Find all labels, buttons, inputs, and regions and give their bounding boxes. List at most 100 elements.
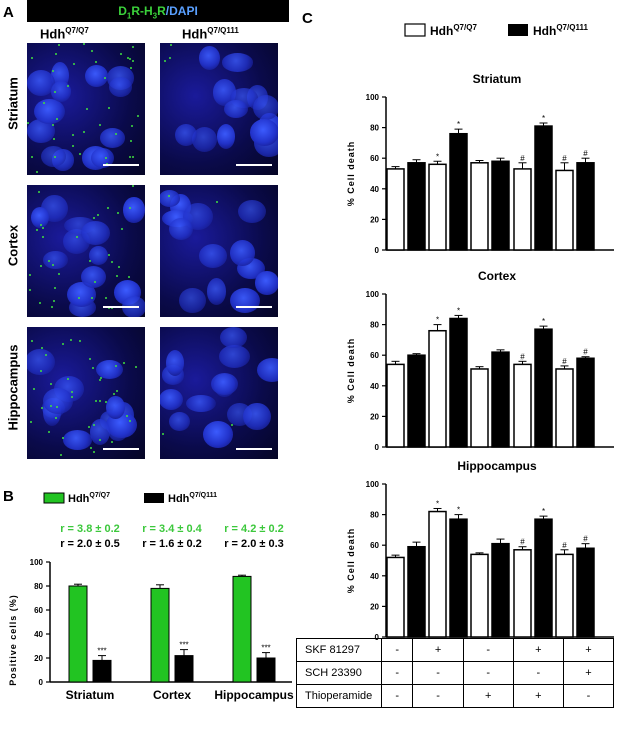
- panel-a-letter: A: [3, 4, 14, 21]
- treatment-cell: -: [412, 661, 464, 685]
- chart-b-significance: ***: [179, 641, 188, 650]
- chart-c-bar: [449, 317, 468, 448]
- chart-b-significance: ***: [261, 644, 270, 653]
- chart-c-bar: [386, 556, 405, 638]
- chart-c-bar: [534, 328, 553, 448]
- chart-b-ytick-label: 60: [34, 606, 43, 615]
- chart-c-bar: [428, 329, 447, 448]
- legend-label-c-q7: HdhQ7/Q7: [430, 23, 477, 38]
- chart-c-ytick-label: 100: [366, 93, 380, 102]
- chart-c-bar: [513, 168, 532, 251]
- chart-c-bar: [534, 518, 553, 638]
- chart-c-significance: *: [457, 506, 460, 515]
- chart-c-significance: *: [542, 114, 545, 123]
- chart-c-significance: *: [457, 120, 460, 129]
- chart-c-significance: #: [520, 352, 525, 361]
- chart-c-bar: [555, 169, 574, 251]
- chart-c-bar: [449, 518, 468, 638]
- row-label-cortex: Cortex: [5, 224, 21, 267]
- column-header-q111: HdhQ7/Q111: [182, 26, 239, 42]
- panel-c-letter: C: [302, 10, 313, 27]
- chart-c-bar: [491, 351, 510, 448]
- treatment-cell: -: [562, 684, 615, 708]
- treatment-cell: -: [380, 684, 414, 708]
- chart-b-bar: [232, 575, 252, 683]
- treatment-row: SCH 23390- - - - +: [296, 661, 615, 685]
- chart-b-r-value: r = 1.6 ± 0.2: [142, 538, 202, 550]
- chart-c-ytick-label: 60: [370, 154, 379, 163]
- chart-c-bar: [576, 547, 595, 638]
- chart-c-ytick-label: 40: [370, 382, 379, 391]
- micrograph-hippocampus-q7: [27, 327, 145, 459]
- chart-c-bar: [428, 510, 447, 638]
- chart-c-ylabel: % Cell death: [346, 528, 356, 594]
- chart-c-ytick-label: 0: [375, 246, 380, 255]
- chart-c-ytick-label: 0: [375, 633, 380, 640]
- legend-swatch-q111: [144, 493, 164, 503]
- chart-c-bar: [555, 553, 574, 638]
- treatment-cell: -: [512, 661, 564, 685]
- chart-b-ytick-label: 0: [39, 678, 44, 687]
- treatment-cell: -: [412, 684, 464, 708]
- chart-c-significance: #: [520, 154, 525, 163]
- treatment-cell: +: [412, 638, 464, 662]
- chart-c-ytick-label: 20: [370, 602, 379, 611]
- chart-b-category-label: Cortex: [153, 688, 191, 702]
- chart-c-bar: [576, 357, 595, 448]
- chart-b-ytick-label: 100: [30, 558, 44, 567]
- stain-title: D1R-H3R/DAPI: [27, 0, 289, 22]
- row-label-striatum: Striatum: [5, 77, 21, 130]
- legend-label-q111: HdhQ7/Q111: [168, 492, 217, 505]
- chart-c-bar: [491, 160, 510, 251]
- chart-c-bar: [386, 363, 405, 448]
- chart-b-r-value: r = 2.0 ± 0.5: [60, 538, 120, 550]
- chart-b-bar: [174, 655, 194, 683]
- chart-c-significance: *: [457, 306, 460, 315]
- chart-c-subplot-title: Cortex: [478, 269, 516, 283]
- chart-b-ylabel: Positive cells (%): [8, 594, 18, 686]
- row-label-hippocampus: Hippocampus: [5, 344, 21, 431]
- chart-c-bar: [407, 354, 426, 448]
- chart-c-ytick-label: 20: [370, 215, 379, 224]
- chart-c-bar: [449, 132, 468, 251]
- micrograph-cortex-q7: [27, 185, 145, 317]
- chart-b-r-value: r = 3.4 ± 0.4: [142, 523, 202, 535]
- treatment-cell: +: [562, 661, 615, 685]
- panel-b-letter: B: [3, 488, 14, 505]
- chart-c-bar: [428, 163, 447, 251]
- treatment-row: Thioperamide - - + + -: [296, 684, 615, 708]
- micrograph-hippocampus-q111: [160, 327, 278, 459]
- treatment-name: SKF 81297: [296, 638, 382, 662]
- treatment-cell: +: [462, 684, 514, 708]
- chart-c-significance: #: [520, 538, 525, 547]
- chart-c-bar: [386, 168, 405, 251]
- chart-c-bar: [407, 545, 426, 638]
- legend-label-c-q111: HdhQ7/Q111: [533, 23, 588, 38]
- chart-c-ytick-label: 40: [370, 185, 379, 194]
- chart-b-r-value: r = 3.8 ± 0.2: [60, 523, 120, 535]
- chart-b-category-label: Hippocampus: [214, 688, 294, 702]
- chart-c-significance: *: [542, 507, 545, 516]
- chart-b-bar: [256, 657, 276, 683]
- legend-swatch-c-q111: [508, 24, 528, 36]
- micrograph-cortex-q111: [160, 185, 278, 317]
- chart-c-significance: *: [436, 316, 439, 325]
- treatment-table: SKF 81297- + - + + SCH 23390- - - - + Thioperamide…: [296, 638, 615, 708]
- chart-c-significance: #: [562, 541, 567, 550]
- chart-b-significance: ***: [97, 647, 106, 656]
- chart-b-r-value: r = 2.0 ± 0.3: [224, 538, 284, 550]
- chart-c-bar: [513, 549, 532, 638]
- chart-c-significance: #: [562, 357, 567, 366]
- chart-c-significance: #: [583, 535, 588, 544]
- micrograph-striatum-q7: [27, 43, 145, 175]
- chart-c-ytick-label: 80: [370, 511, 379, 520]
- chart-c-significance: *: [542, 317, 545, 326]
- treatment-cell: +: [512, 638, 564, 662]
- legend-label-q7: HdhQ7/Q7: [68, 492, 110, 505]
- chart-b: HdhQ7/Q7 HdhQ7/Q111 r = 3.8 ± 0.2 r = 2.0…: [8, 492, 294, 702]
- chart-c-ylabel: % Cell death: [346, 141, 356, 207]
- chart-c-bar: [407, 162, 426, 251]
- chart-b-ytick-label: 40: [34, 630, 43, 639]
- chart-c-significance: *: [436, 499, 439, 508]
- chart-c-bar: [470, 368, 489, 448]
